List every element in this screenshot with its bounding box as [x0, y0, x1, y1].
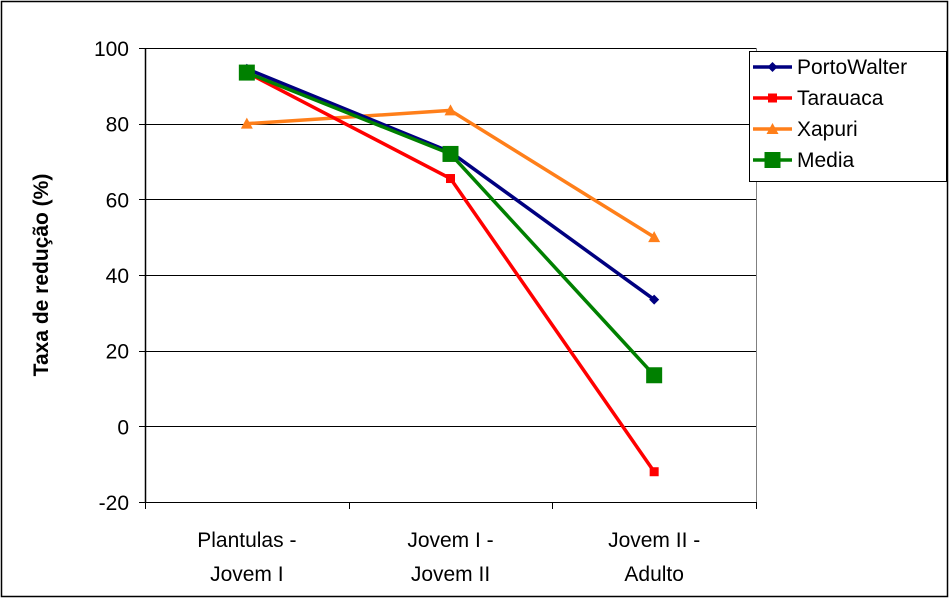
- data-point: [648, 231, 661, 243]
- x-tick-label: Jovem II: [411, 563, 490, 586]
- y-tick-label: 60: [106, 189, 129, 212]
- y-tick-label: 0: [117, 416, 129, 439]
- legend-item: PortoWalter: [753, 56, 907, 79]
- legend-label: Media: [797, 149, 855, 172]
- x-tick-label: Jovem I: [210, 563, 284, 586]
- legend: PortoWalter Tarauaca Xapuri Media: [749, 51, 947, 182]
- legend-item: Xapuri: [753, 118, 858, 141]
- data-point: [646, 367, 663, 384]
- legend-marker: [768, 93, 777, 103]
- legend-label: PortoWalter: [797, 56, 907, 79]
- data-point: [238, 64, 255, 81]
- data-point: [240, 117, 253, 129]
- y-tick-label: 20: [106, 341, 129, 364]
- legend-label: Tarauaca: [797, 87, 884, 110]
- series-xapuri: [240, 104, 661, 243]
- data-point: [446, 174, 455, 184]
- y-tick-label: 40: [106, 265, 129, 288]
- series: [238, 63, 663, 477]
- y-tick-label: 100: [94, 38, 129, 61]
- y-tick-label: 80: [106, 114, 129, 137]
- legend-marker: [766, 123, 779, 134]
- x-tick-label: Plantulas -: [197, 529, 296, 552]
- y-tick-label: -20: [99, 492, 129, 515]
- axes: -20 0 20 40 60 80 100 Plantulas - Jovem I Jovem I…: [94, 38, 757, 586]
- x-tick-label: Jovem I -: [407, 529, 493, 552]
- x-tick-label: Jovem II -: [608, 529, 700, 552]
- data-point: [444, 104, 457, 116]
- data-point: [442, 145, 459, 162]
- legend-marker: [764, 152, 781, 168]
- data-point: [649, 294, 660, 305]
- legend-marker: [767, 62, 778, 72]
- legend-item: Media: [753, 149, 855, 172]
- legend-item: Tarauaca: [753, 87, 884, 110]
- series-media: [238, 64, 663, 384]
- legend-label: Xapuri: [797, 118, 858, 141]
- x-tick-label: Adulto: [624, 563, 684, 586]
- y-axis-label: Taxa de redução (%): [30, 174, 53, 377]
- data-point: [649, 467, 659, 477]
- gridlines: [145, 48, 757, 503]
